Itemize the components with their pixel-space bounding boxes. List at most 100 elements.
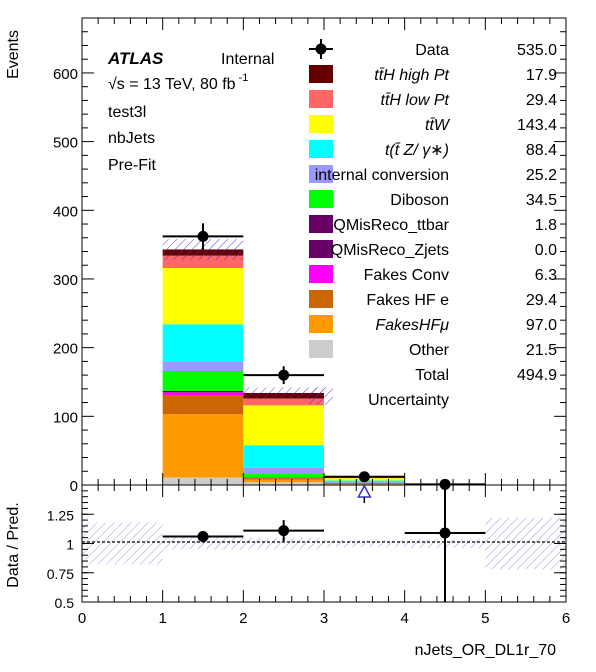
legend-yield-ttH_low_pt: 29.4: [526, 92, 557, 109]
data-point-0: [197, 230, 209, 242]
ratio-y-tick-label: 1.25: [47, 507, 74, 523]
ratio-band-bin-1: [162, 537, 244, 550]
x-tick-label: 3: [320, 610, 328, 627]
legend-yield-internal_conversion: 25.2: [526, 167, 557, 184]
data-point-2: [358, 471, 370, 483]
energy-label: √s = 13 TeV, 80 fb -1: [108, 72, 248, 93]
ratio-uncertainty-band: [82, 517, 566, 570]
bar-internal_conversion-bin-1: [162, 361, 244, 371]
legend-label-ttH_low_pt: tt̄H low Pt: [381, 92, 450, 109]
ratio-band-bin-0: [82, 522, 163, 565]
bar-diboson-bin-3: [324, 482, 405, 484]
legend-swatch-ttH_low_pt: [309, 90, 333, 108]
data-point-3: [439, 478, 451, 490]
y-tick-label: 100: [53, 409, 78, 426]
ratio-band-bin-3: [324, 539, 405, 548]
legend-label-fakes_hf_mu: FakesHFμ: [375, 317, 449, 334]
ratio-point-2: [439, 527, 451, 539]
bar-ttW-bin-1: [162, 267, 244, 325]
legend-swatch-ttZ: [309, 140, 333, 158]
legend-label-total: Total: [415, 367, 449, 384]
variable-label: nbJets: [108, 130, 155, 147]
y-tick-label: 500: [53, 135, 78, 152]
legend-label-ttW: tt̄W: [425, 117, 451, 134]
region-label: test3l: [108, 104, 146, 121]
y-tick-label: 0: [70, 478, 78, 495]
data-point-1: [278, 369, 290, 381]
legend-yield-other: 21.5: [526, 342, 557, 359]
legend-yield-qmisreco_zjets: 0.0: [535, 242, 557, 259]
legend-label-qmisreco_ttbar: QMisReco_ttbar: [333, 217, 449, 234]
bar-fakes_conv-bin-3: [324, 483, 405, 484]
uncertainty-band-bin-2: [243, 387, 324, 399]
bar-internal_conversion-bin-2: [243, 467, 324, 475]
energy-text: √s = 13 TeV, 80 fb: [108, 76, 236, 93]
lumi-exponent: -1: [239, 72, 249, 84]
bar-fakes_conv-bin-2: [243, 477, 324, 479]
bar-qmisreco_ttbar-bin-1: [162, 390, 244, 393]
legend-yield-data: 535.0: [517, 42, 557, 59]
ratio-y-tick-label: 0.5: [55, 595, 75, 611]
x-tick-label: 2: [239, 610, 247, 627]
main-axes: 0 100 200 300 400 500 600: [53, 17, 566, 495]
legend-swatch-fakes_hf_mu: [309, 315, 333, 333]
bar-fakes_hf_e-bin-2: [243, 478, 324, 480]
legend-swatch-internal_conversion: [309, 165, 333, 183]
legend-swatch-qmisreco_zjets: [309, 240, 333, 258]
ratio-point-1: [278, 525, 290, 537]
legend-swatch-ttW: [309, 115, 333, 133]
legend-label-uncertainty: Uncertainty: [368, 392, 449, 409]
legend-label-internal_conversion: internal conversion: [315, 167, 449, 184]
legend-swatch-fakes_conv: [309, 265, 333, 283]
legend-label-ttZ: t(t̄ Z/ γ∗): [385, 142, 449, 159]
data-points: [162, 223, 486, 490]
ratio-axes: 0.5 0.75 1 1.25 0 1 2 3 4 5 6: [47, 485, 570, 627]
bar-fakes_hf_mu-bin-1: [162, 414, 244, 478]
bar-fakes_hf_mu-bin-3: [324, 483, 405, 485]
x-tick-label: 1: [158, 610, 166, 627]
bar-other-bin-2: [243, 482, 324, 485]
legend-swatch-other: [309, 340, 333, 358]
ratio-y-axis-label: Data / Pred.: [5, 502, 22, 587]
legend-label-fakes_hf_e: Fakes HF e: [366, 292, 449, 309]
bar-fakes_hf_e-bin-1: [162, 395, 244, 415]
ratio-points: [162, 484, 486, 602]
legend-yield-fakes_hf_mu: 97.0: [526, 317, 557, 334]
fit-label: Pre-Fit: [108, 157, 157, 174]
legend: Data 535.0 tt̄H high Pt 17.9 tt̄H low Pt 29.4…: [309, 39, 557, 409]
bar-diboson-bin-2: [243, 474, 324, 478]
bar-diboson-bin-1: [162, 370, 244, 391]
legend-yield-ttH_high_pt: 17.9: [526, 67, 557, 84]
legend-data-marker: [315, 43, 327, 55]
legend-label-other: Other: [409, 342, 450, 359]
bar-ttW-bin-2: [243, 405, 324, 446]
bar-other-bin-1: [162, 477, 244, 485]
legend-label-ttH_high_pt: tt̄H high Pt: [374, 67, 449, 84]
ratio-band-bin-2: [243, 537, 324, 550]
legend-swatch-fakes_hf_e: [309, 290, 333, 308]
bar-fakes_hf_mu-bin-2: [243, 479, 324, 483]
x-tick-label: 4: [400, 610, 408, 627]
y-tick-label: 600: [53, 66, 78, 83]
ratio-offscale-marker: [357, 484, 372, 498]
y-tick-label: 200: [53, 341, 78, 358]
x-tick-label: 6: [562, 610, 570, 627]
atlas-label: ATLAS: [107, 49, 164, 68]
legend-uncertainty-swatch: [309, 387, 333, 405]
status-label: Internal: [221, 51, 274, 68]
x-axis-label: nJets_OR_DL1r_70: [415, 642, 557, 659]
ratio-band-bin-5: [485, 517, 566, 570]
y-tick-label: 300: [53, 272, 78, 289]
y-tick-label: 400: [53, 203, 78, 220]
legend-yield-qmisreco_ttbar: 1.8: [535, 217, 557, 234]
legend-yield-fakes_conv: 6.3: [535, 267, 557, 284]
legend-yield-ttW: 143.4: [517, 117, 557, 134]
x-tick-label: 0: [78, 610, 86, 627]
legend-label-data: Data: [415, 42, 449, 59]
legend-label-diboson: Diboson: [390, 192, 449, 209]
legend-swatch-diboson: [309, 190, 333, 208]
ratio-y-tick-label: 1: [66, 537, 74, 553]
legend-yield-total: 494.9: [517, 367, 557, 384]
bar-ttZ-bin-1: [162, 324, 244, 362]
